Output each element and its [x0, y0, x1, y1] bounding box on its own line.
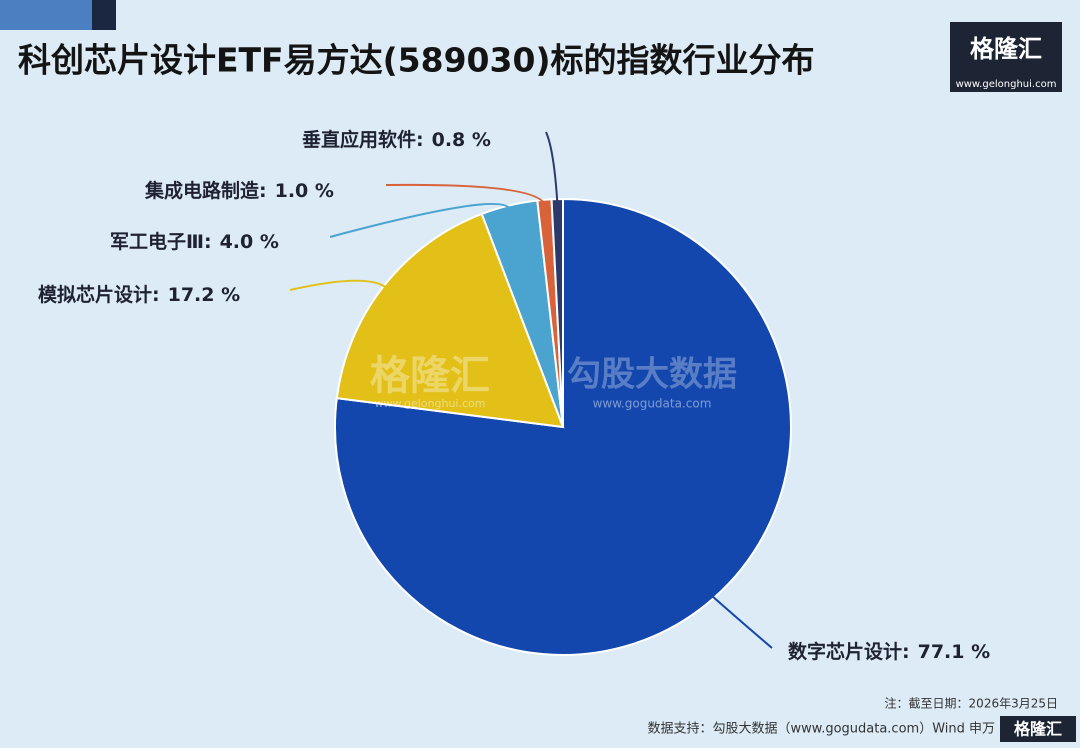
- logo-name-small: 格隆汇: [1014, 720, 1062, 739]
- slice-value-label: 1.0 %: [275, 180, 334, 202]
- leader-line: [329, 202, 512, 238]
- leader-line: [545, 131, 559, 204]
- slice-label: 模拟芯片设计: 17.2 %: [38, 283, 240, 306]
- slice-value-label: 17.2 %: [168, 284, 241, 306]
- slice-category: 军工电子Ⅲ:: [110, 230, 212, 253]
- leader-line: [385, 183, 546, 205]
- chart-title: 科创芯片设计ETF易方达(589030)标的指数行业分布: [18, 41, 815, 80]
- logo-box: [950, 22, 1062, 92]
- pie: 数字芯片设计: 77.1 % 模拟芯片设计: 17.2 % 军工电子Ⅲ: 4.0 % 集成电…: [38, 128, 990, 663]
- watermark: 勾股大数据: [567, 355, 737, 395]
- logo-url: www.gelonghui.com: [956, 79, 1057, 90]
- logo-box-small: [1000, 716, 1076, 742]
- leader-line: [289, 279, 389, 291]
- slice-value-label: 0.8 %: [432, 129, 491, 151]
- slice-category: 模拟芯片设计:: [38, 283, 160, 306]
- slice-label: 军工电子Ⅲ: 4.0 %: [110, 230, 279, 253]
- watermark: www.gelonghui.com: [375, 397, 486, 410]
- tab-decoration: [92, 0, 116, 30]
- slice-label: 集成电路制造: 1.0 %: [144, 179, 334, 202]
- slice-label: 垂直应用软件: 0.8 %: [302, 128, 491, 151]
- leader-line: [709, 593, 773, 649]
- tab-decoration: [0, 0, 92, 30]
- watermark: www.gogudata.com: [593, 397, 712, 411]
- slice-category: 垂直应用软件:: [302, 128, 424, 151]
- slice-value-label: 77.1 %: [918, 641, 991, 663]
- slice-category: 数字芯片设计:: [788, 640, 910, 663]
- slice-value-label: 4.0 %: [220, 231, 279, 253]
- watermark: 格隆汇: [370, 353, 490, 399]
- slice-label: 数字芯片设计: 77.1 %: [788, 640, 990, 663]
- slice-category: 集成电路制造:: [144, 179, 267, 202]
- footnote: 注：截至日期：2026年3月25日: [885, 696, 1058, 711]
- logo-name: 格隆汇: [970, 35, 1042, 63]
- source: 数据支持：勾股大数据（www.gogudata.com）Wind 申万: [647, 722, 995, 737]
